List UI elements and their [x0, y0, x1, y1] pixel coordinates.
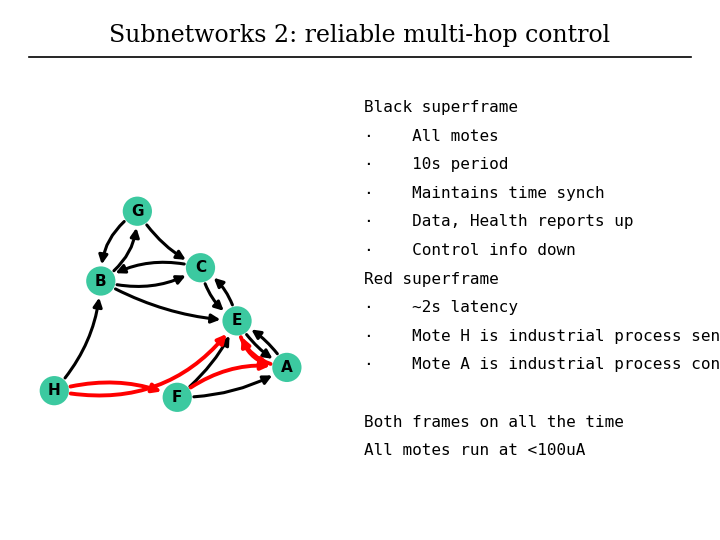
FancyArrowPatch shape [243, 341, 271, 364]
Circle shape [272, 353, 302, 382]
Text: H: H [48, 383, 60, 398]
Text: ·    10s period: · 10s period [364, 157, 508, 172]
FancyArrowPatch shape [246, 335, 270, 357]
FancyArrowPatch shape [119, 262, 184, 272]
Circle shape [122, 197, 152, 226]
Text: Black superframe: Black superframe [364, 100, 518, 115]
FancyArrowPatch shape [241, 337, 266, 365]
Text: F: F [172, 390, 182, 405]
Text: ·    Control info down: · Control info down [364, 243, 575, 258]
Text: B: B [95, 273, 107, 288]
FancyArrowPatch shape [205, 284, 221, 308]
FancyArrowPatch shape [115, 289, 217, 322]
FancyArrowPatch shape [254, 332, 277, 354]
FancyArrowPatch shape [191, 362, 266, 388]
Text: ·    ~2s latency: · ~2s latency [364, 300, 518, 315]
Text: C: C [195, 260, 206, 275]
Text: A: A [281, 360, 293, 375]
Text: ·    All motes: · All motes [364, 129, 498, 144]
FancyArrowPatch shape [65, 301, 102, 378]
Circle shape [222, 306, 252, 335]
Text: Both frames on all the time: Both frames on all the time [364, 415, 624, 430]
FancyArrowPatch shape [194, 377, 269, 397]
FancyArrowPatch shape [147, 225, 183, 258]
FancyArrowPatch shape [114, 231, 138, 271]
Text: Red superframe: Red superframe [364, 272, 498, 287]
Text: ·    Mote A is industrial process controller: · Mote A is industrial process controlle… [364, 357, 720, 373]
Text: E: E [232, 313, 242, 328]
Text: ·    Maintains time synch: · Maintains time synch [364, 186, 604, 201]
Circle shape [86, 266, 115, 295]
Text: ·    Mote H is industrial process sensor: · Mote H is industrial process sensor [364, 329, 720, 344]
Text: Subnetworks 2: reliable multi-hop control: Subnetworks 2: reliable multi-hop contro… [109, 24, 611, 48]
Circle shape [163, 383, 192, 412]
FancyArrowPatch shape [100, 221, 125, 261]
Text: ·    Data, Health reports up: · Data, Health reports up [364, 214, 633, 230]
FancyArrowPatch shape [117, 276, 183, 286]
FancyArrowPatch shape [190, 339, 228, 387]
Circle shape [186, 253, 215, 282]
FancyArrowPatch shape [71, 382, 158, 392]
Text: G: G [131, 204, 143, 219]
Circle shape [40, 376, 69, 406]
FancyArrowPatch shape [71, 338, 224, 395]
FancyArrowPatch shape [216, 280, 233, 305]
Text: All motes run at <100uA: All motes run at <100uA [364, 443, 585, 458]
